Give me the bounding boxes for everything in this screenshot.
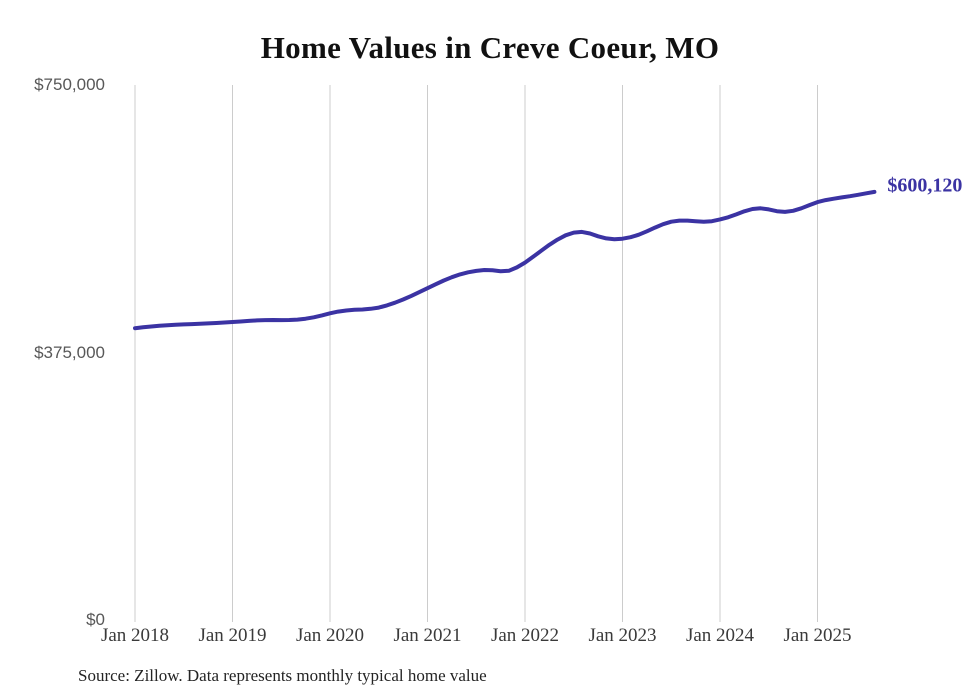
x-tick-label: Jan 2019 [198, 625, 267, 646]
source-note: Source: Zillow. Data represents monthly … [78, 666, 487, 685]
x-tick-label: Jan 2021 [393, 625, 462, 646]
x-tick-label: Jan 2022 [490, 625, 560, 646]
home-value-trend-line [133, 189, 877, 331]
x-tick-label: Jan 2025 [783, 625, 852, 646]
x-tick-label: Jan 2018 [100, 625, 170, 646]
x-tick-label: Jan 2020 [295, 625, 365, 646]
y-tick-label: $375,000 [34, 342, 105, 362]
latest-value-label: $600,120 [887, 174, 963, 197]
chart-title: Home Values in Creve Coeur, MO [260, 30, 720, 65]
y-tick-label: $0 [86, 610, 105, 629]
y-tick-label: $750,000 [34, 75, 105, 94]
x-tick-label: Jan 2024 [685, 625, 755, 646]
x-tick-label: Jan 2023 [588, 625, 657, 646]
